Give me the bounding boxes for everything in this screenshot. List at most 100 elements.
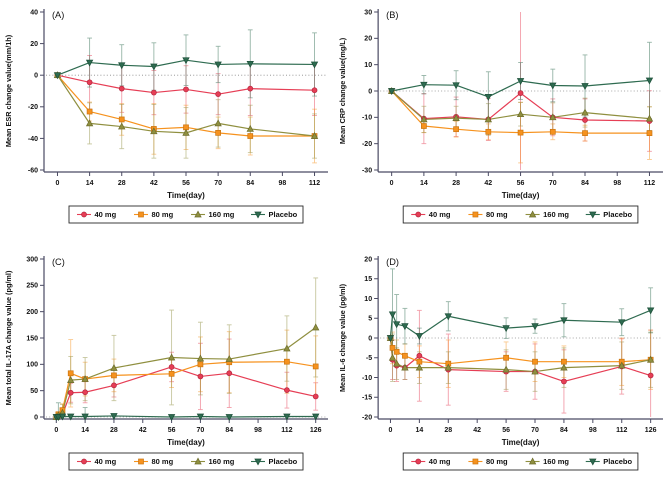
data-point-80-mg [453,126,459,133]
y-tick-label: -10 [362,115,372,122]
x-tick-label: 70 [197,427,205,434]
data-point-160-mg [531,367,539,375]
legend-item-label: 80 mg [486,457,508,466]
y-tick-label: 30 [364,9,372,16]
data-point-placebo [646,307,655,315]
data-point-placebo [415,333,424,341]
legend-item-label: 40 mg [95,457,117,466]
legend-triangle-up-icon [528,210,537,218]
panel-B-crp-chart: -30 -20 -10 0 10 20 30 0 14 28 42 56 70 84 98 112 (B) Tim… [334,0,669,247]
x-tick-label: 112 [281,427,292,434]
legend-box [68,205,304,224]
data-point-160-mg [81,375,89,382]
data-point-placebo [560,317,568,325]
data-point-80-mg [284,358,290,365]
panel-C-il17a-chart: 0 50 100 150 200 250 300 0 14 28 42 56 70 84 98 112 126 (… [0,247,334,494]
series-line-80-mg [389,337,651,365]
data-point-placebo [310,61,319,69]
x-tick-label: 98 [278,180,286,187]
x-axis-title: Time(day) [502,191,540,200]
panel-B-svg: -30 -20 -10 0 10 20 30 0 14 28 42 56 70 84 98 112 (B) Tim… [338,9,663,224]
data-point-placebo [182,57,190,65]
y-tick-label: 150 [26,335,38,342]
legend-circle-icon [415,458,422,465]
data-point-40-mg [86,79,93,86]
x-tick-label: 98 [254,427,262,434]
data-point-placebo [196,413,205,421]
data-point-80-mg [118,116,125,123]
data-point-160-mg [516,110,525,118]
legend-circle-icon [81,458,87,465]
x-tick-label: 28 [118,180,126,187]
data-point-80-mg [549,128,556,135]
x-tick-label: 14 [81,427,89,434]
series-line-80-mg [57,74,315,137]
data-point-placebo [645,77,654,85]
series-line-160-mg [389,337,651,373]
y-tick-label: 5 [368,316,372,323]
series-line-160-mg [56,74,315,137]
data-point-placebo [81,413,89,421]
legend-item-label: Placebo [269,457,298,466]
legend-item-label: 40 mg [429,457,451,466]
data-point-placebo [618,319,626,327]
x-tick-label: 0 [54,427,58,434]
data-point-40-mg [247,85,254,92]
data-point-40-mg [311,87,318,94]
y-axis-title: Mean CRP change value(mg/L) [338,37,347,144]
data-point-40-mg [151,89,157,96]
legend-triangle-down-icon [254,458,262,466]
data-point-placebo [85,59,94,67]
data-point-placebo [392,321,401,329]
data-point-80-mg [389,345,396,351]
y-tick-label: 20 [364,256,372,263]
data-point-placebo [581,83,589,91]
y-tick-label: -5 [366,355,372,362]
data-point-160-mg [452,114,460,121]
x-tick-label: 42 [473,427,481,434]
legend-item-label: Placebo [603,210,632,219]
data-point-80-mg [312,363,319,370]
legend-box [402,205,639,224]
data-point-160-mg [420,115,428,123]
x-axis-title: Time(day) [502,438,540,447]
panel-letter: (B) [386,10,398,20]
data-point-160-mg [182,128,190,136]
data-point-40-mg [168,364,175,370]
data-point-40-mg [183,86,189,93]
legend-item-label: 160 mg [209,457,235,466]
y-tick-label: -30 [362,167,372,174]
x-tick-label: 28 [444,427,452,434]
data-point-80-mg [111,372,117,379]
data-point-160-mg [312,323,320,331]
data-point-160-mg [484,115,493,123]
data-point-placebo [214,61,222,69]
y-tick-label: 40 [30,9,38,16]
y-tick-label: 0 [368,88,372,95]
data-point-placebo [452,82,460,90]
y-tick-label: 0 [34,414,38,421]
y-tick-label: -10 [362,375,372,382]
legend-item-label: Placebo [603,457,632,466]
data-point-160-mg [618,361,626,369]
legend-item-label: 160 mg [543,210,569,219]
data-point-160-mg [225,355,233,362]
legend-triangle-down-icon [589,458,597,466]
legend-item-label: 80 mg [486,210,508,219]
x-tick-label: 42 [139,427,147,434]
y-tick-label: 0 [34,73,38,80]
data-point-80-mg [86,108,93,115]
data-point-placebo [549,82,557,90]
legend-triangle-up-icon [194,457,202,465]
x-tick-label: 56 [168,427,176,434]
data-point-placebo [444,313,452,321]
legend-item-label: 40 mg [429,210,451,219]
data-point-160-mg [214,119,222,127]
data-point-160-mg [645,114,654,122]
data-point-160-mg [283,344,291,352]
data-point-placebo [387,88,396,96]
data-point-160-mg [310,131,319,139]
data-point-placebo [53,72,62,80]
panel-D-il6-chart: -20 -15 -10 -5 0 5 10 15 20 0 14 28 42 56 70 84 98 112 126… [334,247,669,494]
x-tick-label: 70 [531,427,539,434]
